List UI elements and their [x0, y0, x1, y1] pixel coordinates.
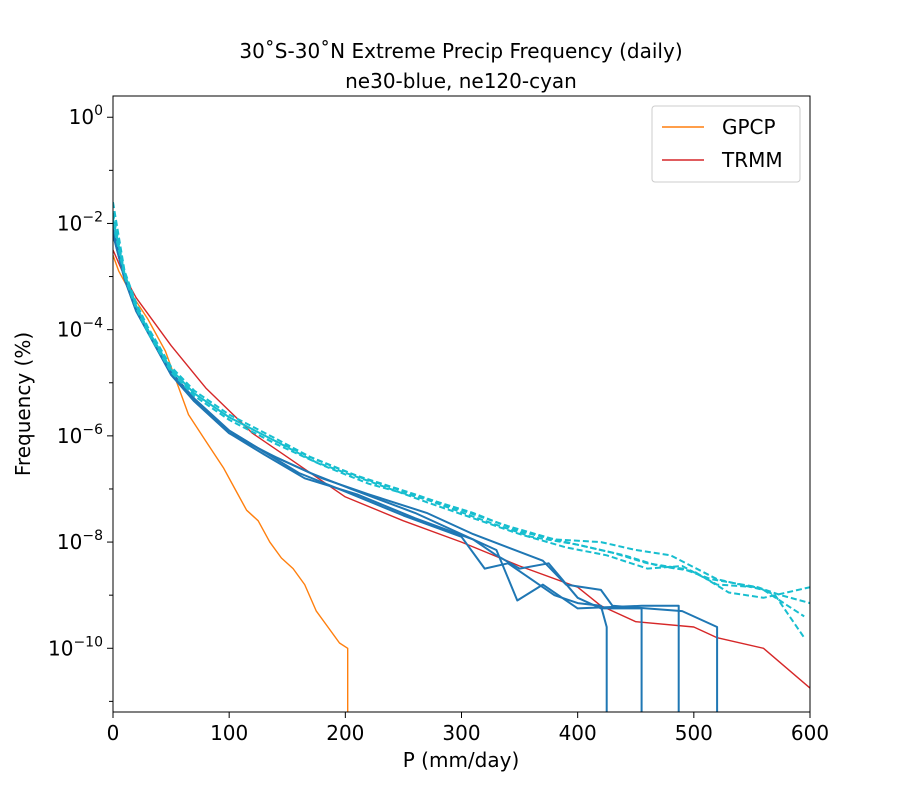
x-tick-label: 200	[326, 721, 364, 745]
y-tick-exponent: −10	[73, 634, 103, 650]
y-tick-exponent: −6	[82, 422, 103, 438]
series-line-gpcp	[113, 255, 349, 712]
y-tick-exponent: −2	[82, 209, 103, 225]
y-tick-label: 10−10	[48, 634, 103, 660]
series-line-model-9	[113, 212, 810, 605]
chart-title: 30˚S-30˚N Extreme Precip Frequency (dail…	[239, 39, 682, 63]
series-line-model-2	[113, 228, 608, 712]
y-tick-label: 10−6	[57, 422, 103, 448]
x-tick-label: 100	[210, 721, 248, 745]
x-tick-label: 600	[791, 721, 829, 745]
y-axis-label: Frequency (%)	[11, 332, 35, 476]
chart-subtitle: ne30-blue, ne120-cyan	[345, 69, 577, 93]
series-line-model-5	[113, 233, 719, 712]
series-line-model-3	[113, 233, 643, 712]
x-tick-label: 500	[675, 721, 713, 745]
y-tick-base: 10	[48, 636, 73, 660]
y-tick-base: 10	[57, 318, 82, 342]
legend-label-gpcp: GPCP	[722, 115, 776, 139]
y-tick-exponent: 0	[94, 103, 103, 119]
legend-box	[651, 105, 801, 183]
y-tick-exponent: −4	[82, 316, 103, 332]
series-line-model-7	[113, 217, 806, 639]
y-tick-exponent: −8	[82, 528, 103, 544]
x-tick-label: 0	[107, 721, 120, 745]
x-tick-label: 300	[442, 721, 480, 745]
series-layer	[113, 202, 810, 712]
series-line-model-4	[113, 231, 680, 712]
x-axis-label: P (mm/day)	[403, 748, 520, 772]
y-tick-base: 10	[57, 424, 82, 448]
y-tick-label: 10−8	[57, 528, 103, 554]
y-tick-base: 10	[57, 530, 82, 554]
y-tick-base: 10	[57, 211, 82, 235]
y-tick-label: 10−4	[57, 316, 103, 342]
plot-frame	[112, 95, 811, 713]
y-tick-label: 100	[69, 103, 103, 129]
y-tick-label: 10−2	[57, 209, 103, 235]
x-tick-label: 400	[559, 721, 597, 745]
y-tick-base: 10	[69, 105, 94, 129]
x-axis: 0 100 200 300 400 500 600	[107, 712, 829, 745]
series-line-trmm	[113, 249, 810, 689]
legend: GPCP TRMM	[651, 105, 801, 183]
legend-label-trmm: TRMM	[721, 148, 783, 172]
